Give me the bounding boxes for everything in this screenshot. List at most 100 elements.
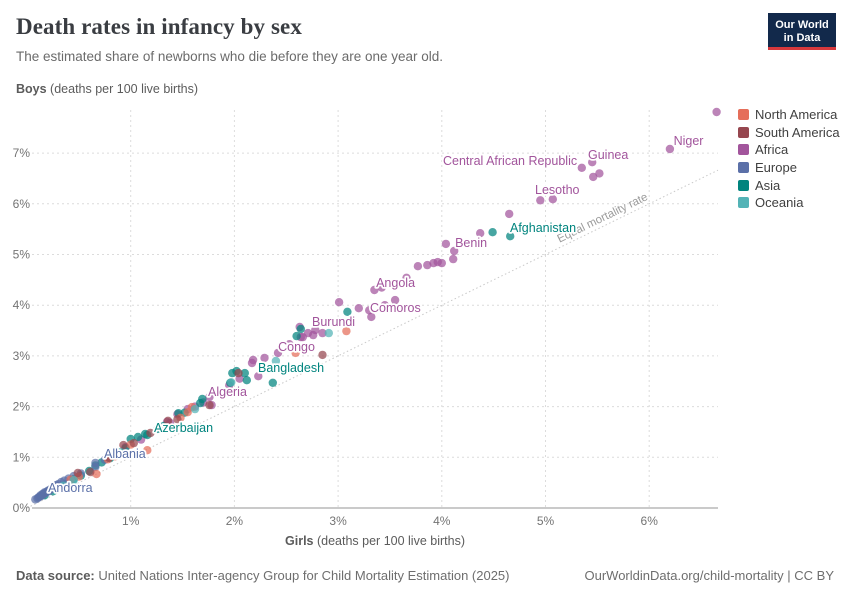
data-point-africa[interactable] [437,258,446,268]
data-point-south_america[interactable] [129,438,138,448]
country-label-burundi[interactable]: Burundi [310,313,357,331]
data-point-asia[interactable] [198,394,207,404]
data-point-south_america[interactable] [318,350,327,360]
data-point-africa[interactable] [248,355,258,365]
data-point-oceania[interactable] [59,481,68,490]
data-point-africa[interactable] [536,196,545,205]
country-label-lesotho[interactable]: Lesotho [533,181,581,199]
data-point-africa[interactable] [441,239,451,249]
legend-item-south_america[interactable]: South America [738,124,840,142]
y-tick-label: 6% [13,197,31,211]
country-label-andorra[interactable]: Andorra [46,479,94,497]
data-point-africa[interactable] [367,312,376,322]
data-point-africa[interactable] [476,229,485,238]
data-point-oceania[interactable] [69,475,78,485]
legend-item-north_america[interactable]: North America [738,106,840,124]
data-point-africa[interactable] [214,387,223,396]
continent-legend: North America South America Africa Europe As… [738,106,840,212]
country-label-congo[interactable]: Congo [276,338,316,356]
data-point-africa[interactable] [205,392,214,402]
data-point-south_america[interactable] [86,467,95,477]
data-point-oceania[interactable] [271,356,281,366]
data-point-africa[interactable] [595,169,604,178]
legend-item-oceania[interactable]: Oceania [738,194,840,212]
data-point-africa[interactable] [260,353,269,363]
data-point-north_america[interactable] [143,446,152,455]
data-point-africa[interactable] [665,144,675,154]
data-point-asia[interactable] [242,376,251,385]
country-label-angola[interactable]: Angola [374,274,416,292]
data-point-south_america[interactable] [119,440,128,450]
data-point-africa[interactable] [354,304,363,313]
data-point-africa[interactable] [577,163,586,172]
page-title: Death rates in infancy by sex [16,14,302,39]
country-label-niger[interactable]: Niger [672,132,705,150]
data-point-oceania[interactable] [116,448,125,457]
footer-link[interactable]: OurWorldinData.org/child-mortality | CC … [584,568,835,583]
data-point-asia[interactable] [292,331,301,341]
data-point-africa[interactable] [548,195,557,204]
data-point-asia[interactable] [240,368,249,378]
data-point-north_america[interactable] [291,348,300,358]
data-point-africa[interactable] [311,325,320,335]
data-point-south_america[interactable] [173,415,182,424]
legend-item-europe[interactable]: Europe [738,159,840,177]
data-point-south_america[interactable] [205,400,214,410]
owid-logo[interactable]: Our World in Data [768,13,836,50]
data-point-oceania[interactable] [324,328,333,338]
country-label-benin[interactable]: Benin [453,234,489,252]
data-point-africa[interactable] [377,283,386,292]
country-label-comoros[interactable]: Comoros [368,299,422,317]
data-point-oceania[interactable] [190,404,200,414]
data-point-africa[interactable] [588,158,597,167]
data-point-asia[interactable] [343,307,352,316]
data-point-africa[interactable] [589,172,598,182]
data-point-africa[interactable] [712,107,721,117]
legend-label: North America [755,107,838,123]
data-point-africa[interactable] [450,246,459,256]
footer-source-label: Data source: [16,568,95,583]
data-point-asia[interactable] [506,232,515,241]
data-point-asia[interactable] [133,432,143,442]
data-point-africa[interactable] [390,295,400,305]
data-point-europe[interactable] [91,458,100,468]
data-point-africa[interactable] [449,254,458,264]
country-label-algeria[interactable]: Algeria [206,383,248,401]
data-point-africa[interactable] [254,372,263,381]
country-label-bangladesh[interactable]: Bangladesh [256,359,326,377]
country-label-central-african-republic[interactable]: Central African Republic [441,152,579,170]
legend-swatch-oceania [738,197,749,209]
data-point-oceania[interactable] [227,378,236,387]
data-point-africa[interactable] [370,285,379,295]
data-point-africa[interactable] [402,273,411,282]
country-label-azerbaijan[interactable]: Azerbaijan [152,419,215,437]
data-point-asia[interactable] [268,378,277,387]
country-label-guinea[interactable]: Guinea [586,146,630,164]
data-point-asia[interactable] [296,324,305,334]
legend-label: South America [755,124,840,140]
country-label-afghanistan[interactable]: Afghanistan [508,219,578,237]
legend-item-africa[interactable]: Africa [738,141,840,159]
data-point-africa[interactable] [334,298,344,307]
data-point-africa[interactable] [285,340,294,349]
data-point-africa[interactable] [505,209,514,219]
data-point-south_america[interactable] [234,368,243,378]
data-point-oceania[interactable] [157,422,166,432]
country-label-albania[interactable]: Albania [102,445,147,463]
data-point-asia[interactable] [488,228,497,237]
data-point-africa[interactable] [273,348,283,358]
equal-mortality-label: Equal mortality rate [556,191,650,245]
data-point-south_america[interactable] [146,428,155,438]
data-point-africa[interactable] [380,301,389,310]
data-point-africa[interactable] [318,328,327,338]
x-tick-label: 5% [537,514,555,528]
data-point-africa[interactable] [365,306,374,315]
data-point-south_america[interactable] [73,468,83,478]
legend-item-asia[interactable]: Asia [738,176,840,194]
data-point-south_america[interactable] [163,416,173,425]
data-point-north_america[interactable] [342,326,351,336]
data-point-south_america[interactable] [104,453,114,462]
data-point-africa[interactable] [413,262,423,271]
x-axis-title: Girls (deaths per 100 live births) [0,534,750,548]
